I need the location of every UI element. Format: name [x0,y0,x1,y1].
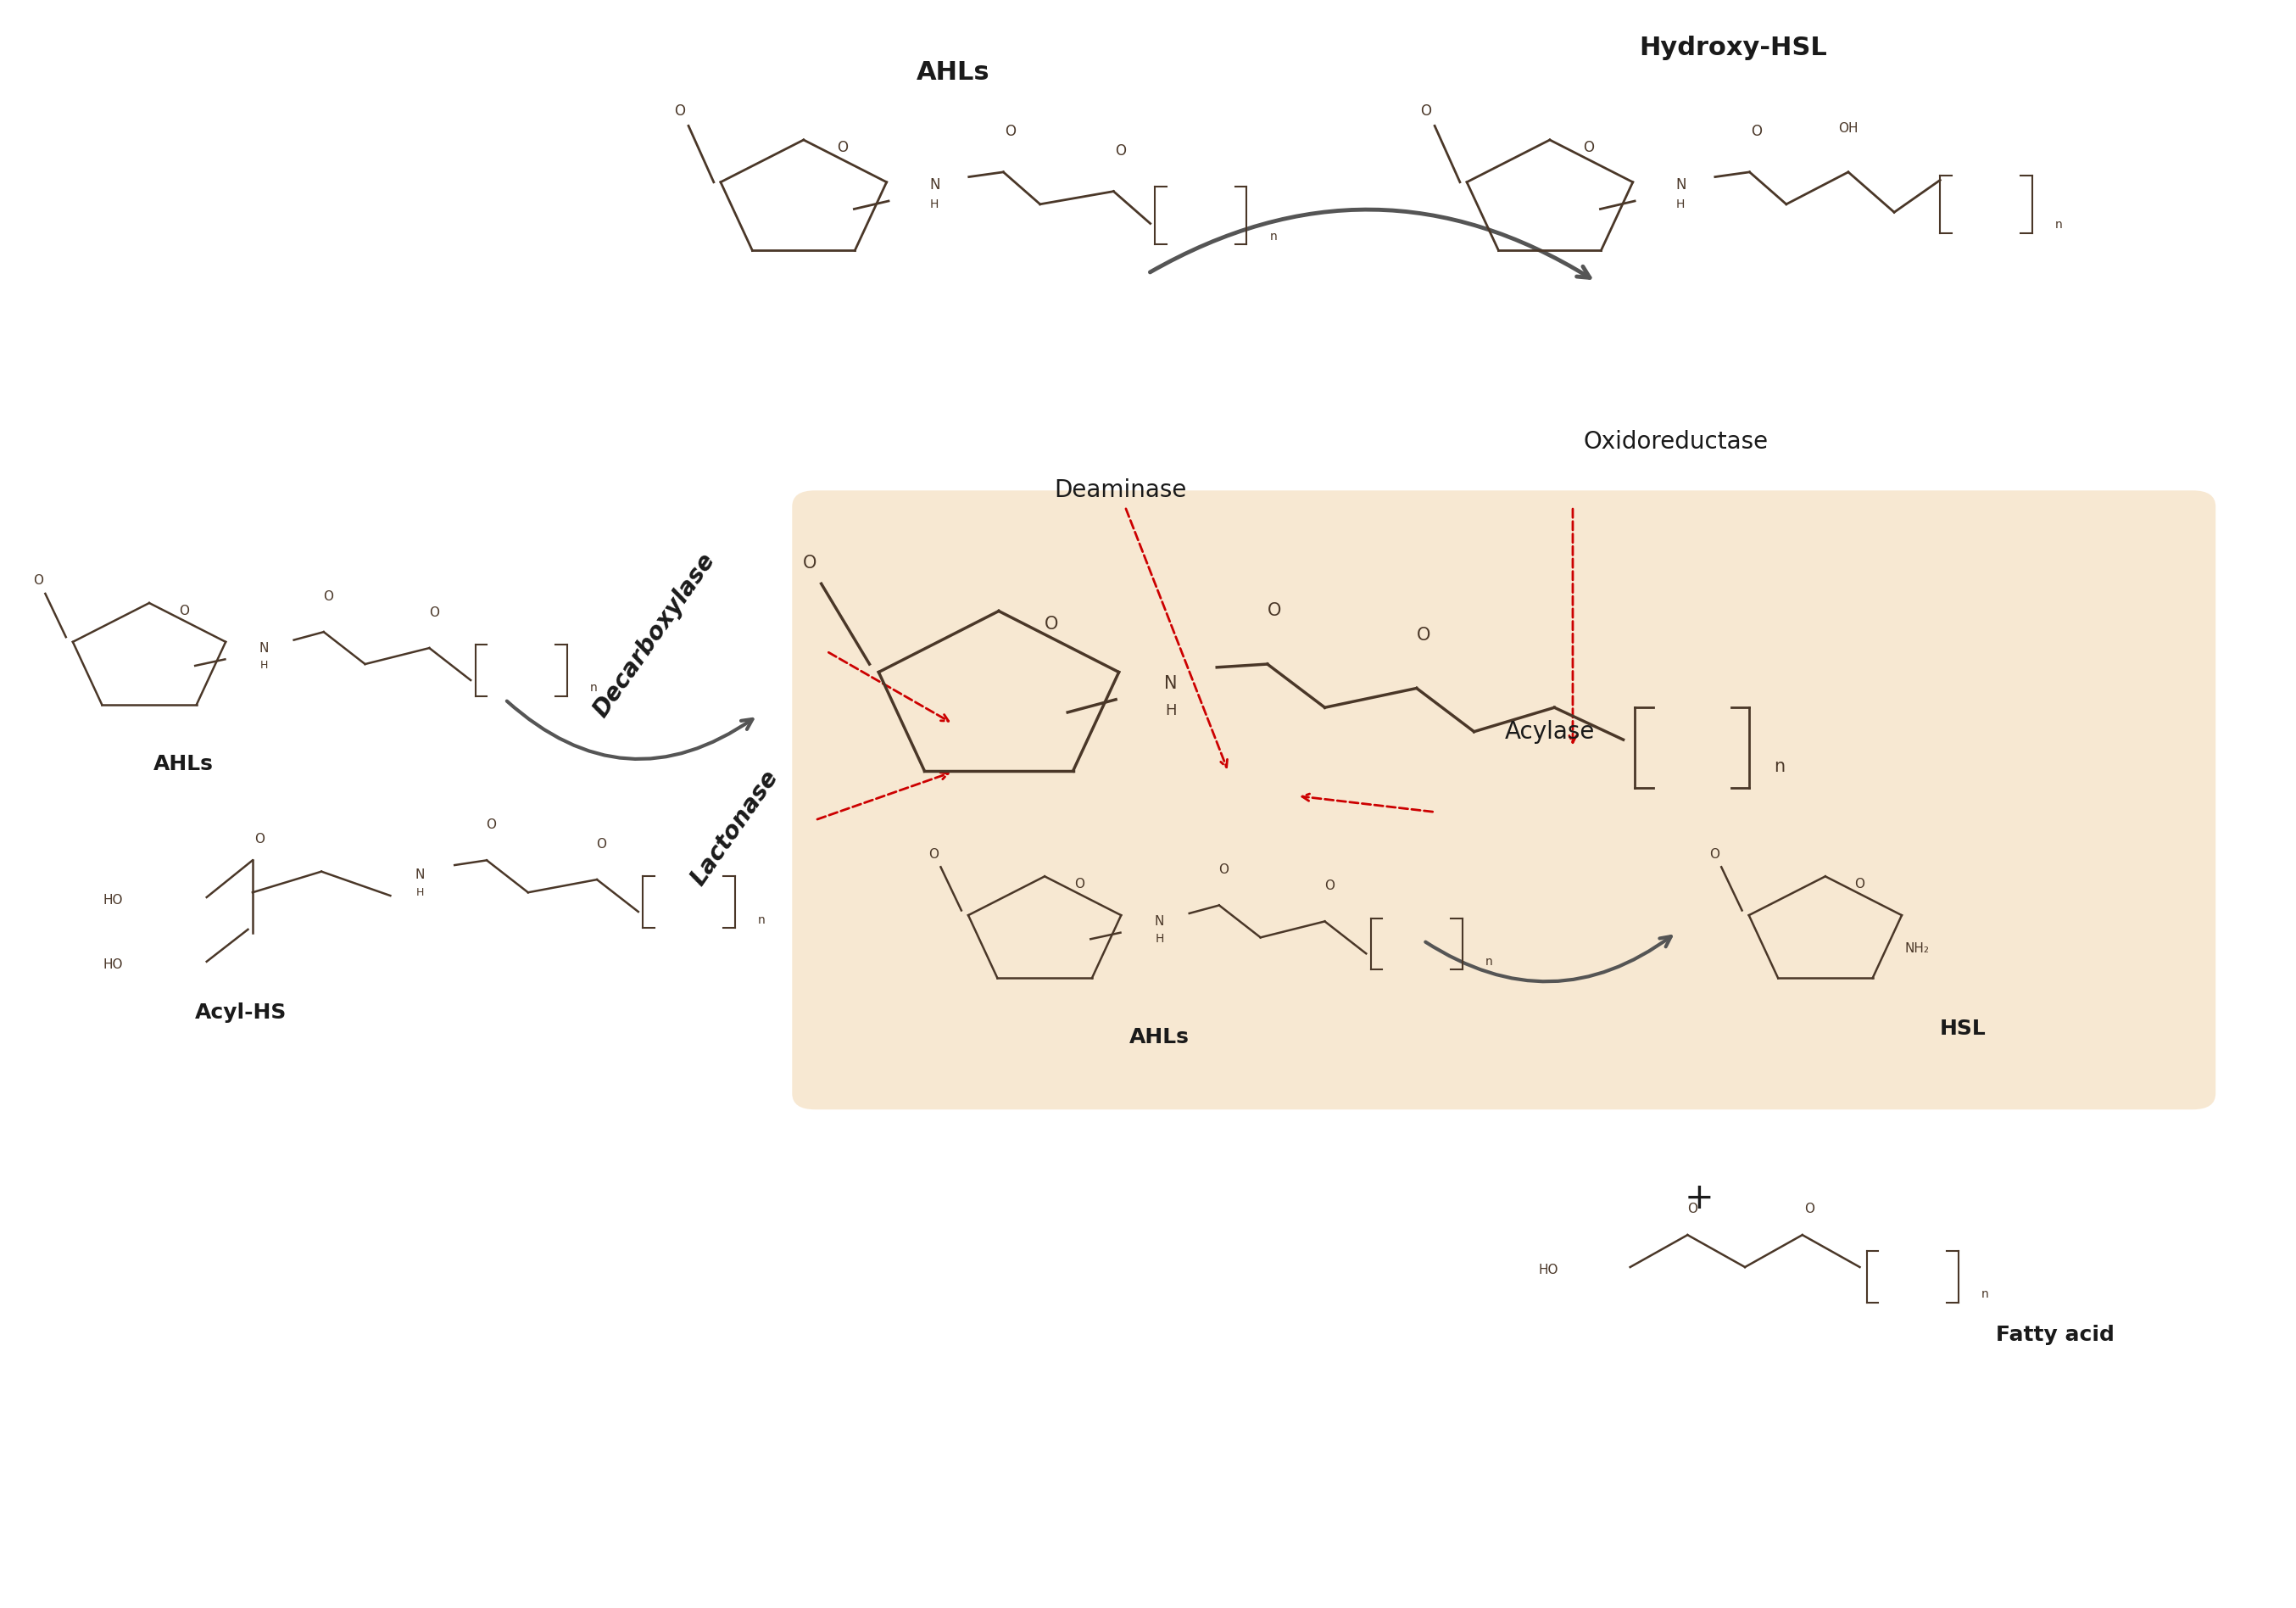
Text: n: n [758,913,765,926]
Text: AHLs: AHLs [916,59,990,85]
Text: H: H [1166,703,1176,719]
Text: O: O [1688,1203,1697,1216]
Text: O: O [928,847,939,860]
Text: +: + [1685,1180,1713,1216]
Text: Fatty acid: Fatty acid [1995,1325,2115,1344]
Text: O: O [179,605,188,617]
Text: OH: OH [1839,122,1857,135]
Text: HO: HO [103,958,124,971]
Text: O: O [1219,863,1228,876]
Text: O: O [804,555,817,571]
Text: O: O [487,818,496,831]
Text: H: H [1676,198,1685,211]
Text: O: O [1006,124,1015,140]
Text: H: H [1155,933,1164,946]
Text: AHLs: AHLs [1130,1028,1189,1047]
Text: O: O [1417,627,1430,643]
Text: O: O [673,105,684,119]
Text: H: H [930,198,939,211]
Text: O: O [1075,878,1084,891]
Text: O: O [1116,143,1125,159]
Text: AHLs: AHLs [154,754,214,773]
Text: HO: HO [1538,1264,1559,1277]
Text: n: n [1270,230,1277,243]
Text: O: O [1708,847,1720,860]
Text: O: O [429,606,439,619]
Text: n: n [1981,1288,1988,1301]
Text: O: O [1584,140,1593,156]
Text: Acylase: Acylase [1504,720,1596,743]
Text: N: N [1155,915,1164,928]
Text: O: O [1752,124,1761,140]
Text: Acyl-HS: Acyl-HS [195,1003,287,1023]
Text: n: n [1775,759,1784,775]
Text: H: H [259,661,269,671]
Text: Hydroxy-HSL: Hydroxy-HSL [1639,35,1828,61]
Text: O: O [1045,616,1058,632]
Text: HSL: HSL [1940,1019,1986,1039]
Text: HO: HO [103,894,124,907]
Text: Decarboxylase: Decarboxylase [588,548,721,722]
Text: n: n [2055,219,2062,232]
Text: O: O [597,838,606,851]
Text: n: n [1486,955,1492,968]
Text: O: O [1267,603,1281,619]
Text: O: O [255,833,264,846]
Text: N: N [1676,177,1685,193]
Text: O: O [32,574,44,587]
Text: N: N [416,868,425,881]
Text: n: n [590,682,597,695]
Text: Deaminase: Deaminase [1054,479,1187,502]
Text: O: O [324,590,333,603]
Text: N: N [1164,675,1178,691]
Text: O: O [1855,878,1864,891]
Text: O: O [1805,1203,1814,1216]
Text: O: O [1419,105,1430,119]
Text: O: O [1325,880,1334,892]
Text: O: O [838,140,847,156]
Text: Oxidoreductase: Oxidoreductase [1584,431,1768,453]
Text: N: N [930,177,939,193]
Text: N: N [259,642,269,654]
Text: H: H [416,888,425,897]
Text: NH₂: NH₂ [1906,942,1929,955]
FancyBboxPatch shape [792,490,2216,1110]
Text: Lactonase: Lactonase [687,765,783,891]
